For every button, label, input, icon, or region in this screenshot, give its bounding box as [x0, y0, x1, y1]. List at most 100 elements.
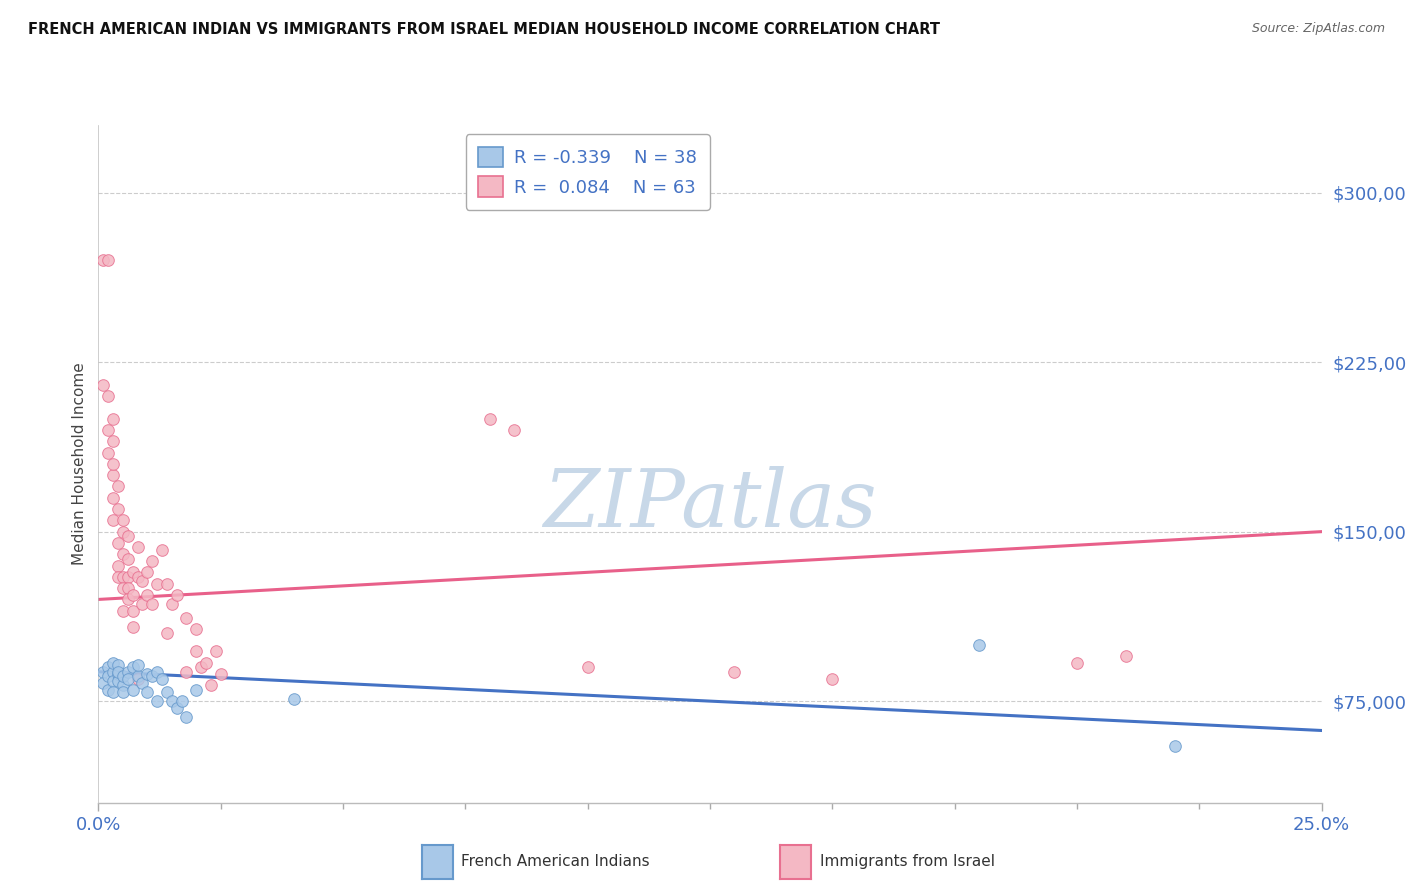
Point [121, 619, 143, 633]
Text: French American Indians: French American Indians [461, 855, 650, 869]
Text: Source: ZipAtlas.com: Source: ZipAtlas.com [1251, 22, 1385, 36]
Point [146, 576, 169, 591]
Point [141, 669, 163, 683]
Point [117, 551, 139, 566]
Point [91, 665, 114, 679]
Point [186, 644, 208, 658]
Point [503, 423, 526, 437]
Point [101, 434, 124, 449]
Point [121, 566, 143, 580]
Text: Immigrants from Israel: Immigrants from Israel [820, 855, 994, 869]
Point [97, 445, 120, 459]
Point [97, 389, 120, 403]
Point [111, 604, 134, 618]
Point [101, 685, 124, 699]
Point [136, 588, 159, 602]
Point [186, 682, 208, 697]
Point [150, 542, 173, 557]
Point [1066, 656, 1088, 670]
Point [967, 638, 990, 652]
Point [107, 502, 129, 516]
Text: ZIPatlas: ZIPatlas [543, 466, 877, 543]
Point [127, 672, 149, 686]
Point [97, 660, 120, 674]
Point [111, 685, 134, 699]
Point [127, 570, 149, 584]
Point [107, 667, 129, 681]
Point [101, 665, 124, 679]
Point [91, 676, 114, 690]
Point [131, 597, 153, 611]
Point [166, 701, 188, 715]
Point [111, 524, 134, 539]
Point [117, 672, 139, 686]
Point [150, 672, 173, 686]
Point [101, 411, 124, 425]
Point [111, 570, 134, 584]
Point [170, 694, 193, 708]
Point [117, 592, 139, 607]
Point [576, 660, 599, 674]
Point [101, 673, 124, 688]
Point [166, 588, 188, 602]
Point [107, 657, 129, 672]
Point [111, 669, 134, 683]
Point [107, 665, 129, 679]
Point [111, 547, 134, 561]
Point [205, 644, 228, 658]
Point [186, 622, 208, 636]
Point [91, 377, 114, 392]
Point [176, 710, 198, 724]
Point [1164, 739, 1187, 754]
Point [156, 576, 179, 591]
Point [723, 665, 745, 679]
Text: FRENCH AMERICAN INDIAN VS IMMIGRANTS FROM ISRAEL MEDIAN HOUSEHOLD INCOME CORRELA: FRENCH AMERICAN INDIAN VS IMMIGRANTS FRO… [28, 22, 941, 37]
Point [111, 581, 134, 595]
Point [101, 656, 124, 670]
Point [127, 669, 149, 683]
Point [107, 570, 129, 584]
Point [121, 604, 143, 618]
Point [91, 253, 114, 268]
Point [160, 597, 183, 611]
Point [107, 479, 129, 493]
Point [141, 554, 163, 568]
Point [111, 513, 134, 527]
Point [111, 678, 134, 692]
Point [195, 656, 218, 670]
Point [146, 694, 169, 708]
Point [136, 566, 159, 580]
Point [117, 581, 139, 595]
Point [190, 660, 212, 674]
Point [101, 457, 124, 471]
Point [136, 667, 159, 681]
Point [101, 468, 124, 483]
Point [107, 673, 129, 688]
Legend: R = -0.339    N = 38, R =  0.084    N = 63: R = -0.339 N = 38, R = 0.084 N = 63 [465, 134, 710, 210]
Point [1115, 648, 1137, 663]
Point [117, 570, 139, 584]
Point [101, 513, 124, 527]
Point [117, 529, 139, 543]
Point [121, 682, 143, 697]
Point [156, 626, 179, 640]
Point [117, 665, 139, 679]
Point [97, 682, 120, 697]
Point [176, 665, 198, 679]
Point [131, 574, 153, 589]
Point [136, 685, 159, 699]
Point [107, 536, 129, 550]
Point [176, 610, 198, 624]
Point [200, 678, 222, 692]
Point [97, 423, 120, 437]
Point [121, 660, 143, 674]
Point [127, 657, 149, 672]
Point [478, 411, 501, 425]
Point [121, 588, 143, 602]
Point [107, 558, 129, 573]
Point [141, 597, 163, 611]
Point [146, 665, 169, 679]
Point [160, 694, 183, 708]
Point [131, 676, 153, 690]
Point [101, 491, 124, 505]
